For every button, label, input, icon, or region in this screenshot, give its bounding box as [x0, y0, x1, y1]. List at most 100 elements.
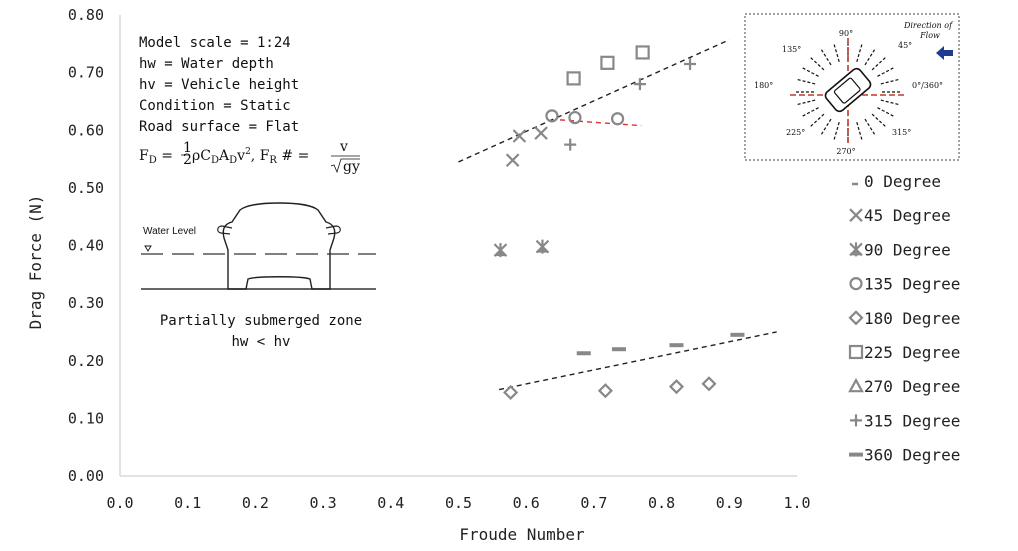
inset-caption-1: Partially submerged zone — [160, 313, 362, 329]
compass-ray — [833, 122, 840, 141]
compass-label-90: 90° — [839, 29, 853, 38]
formula-sq: 2 — [245, 147, 251, 157]
marker-315-degree — [633, 78, 646, 91]
compass-ray — [877, 107, 896, 118]
marker-225-degree — [635, 45, 650, 60]
compass-ray — [871, 56, 887, 71]
marker-180-degree — [503, 384, 519, 400]
sqrt-icon — [330, 158, 360, 174]
data-markers — [493, 45, 745, 400]
compass-ray — [795, 78, 816, 85]
compass-ray — [833, 43, 840, 62]
car-top-view-icon — [824, 67, 872, 113]
formula-half-den: 2 — [183, 152, 192, 168]
marker-315-degree — [564, 138, 577, 151]
compass-ray — [809, 56, 825, 71]
note-line-4: Condition = Static — [139, 98, 291, 114]
car-outline-icon — [222, 202, 336, 290]
car-inset: Water Level Partially submerged zone hw … — [125, 190, 377, 350]
legend-item-225-degree: 225 Degree — [848, 343, 960, 362]
car-top-roof — [833, 77, 861, 104]
x-tick-label: 0.3 — [310, 494, 337, 512]
marker-180-degree — [597, 383, 613, 399]
marker-90-degree — [535, 239, 550, 254]
note-line-5: Road surface = Flat — [139, 119, 299, 135]
y-tick-label: 0.10 — [68, 409, 104, 427]
trendline-1 — [458, 39, 730, 163]
compass-ray — [795, 99, 816, 106]
y-tick-labels: 0.00 0.10 0.20 0.30 0.40 0.50 0.60 0.70 0.80 — [68, 6, 104, 485]
legend-marker-icon — [849, 277, 863, 291]
car-mirror-right-icon — [325, 225, 341, 235]
flow-direction-inset: Direction of Flow 90° 45° 135° 180° 0°/3… — [744, 13, 960, 161]
compass-ray — [880, 99, 901, 106]
formula-ad-sub: D — [229, 155, 237, 166]
compass-ray — [800, 66, 819, 77]
trendline-3 — [498, 331, 777, 391]
x-tick-label: 0.7 — [580, 494, 607, 512]
legend-marker-icon — [848, 377, 864, 393]
car-inset-frame — [125, 190, 377, 350]
marker-45-degree — [512, 129, 527, 143]
compass-ray — [871, 113, 887, 128]
flow-arrow-icon — [936, 46, 953, 60]
compass-label-180: 180° — [754, 81, 773, 90]
y-tick-label: 0.60 — [68, 121, 104, 139]
compass-rays — [794, 42, 902, 142]
y-tick-label: 0.80 — [68, 6, 104, 24]
trendline-2 — [560, 119, 642, 127]
legend-item-45-degree: 45 Degree — [849, 206, 951, 225]
x-tick-label: 0.5 — [445, 494, 472, 512]
legend-item-270-degree: 270 Degree — [848, 377, 960, 396]
compass-ray — [820, 48, 832, 66]
y-tick-label: 0.30 — [68, 294, 104, 312]
legend-marker-icon — [849, 242, 863, 257]
formula-fd: F — [139, 148, 149, 164]
legend-label: 135 Degree — [864, 275, 960, 294]
formula-fr-hash: # = — [277, 148, 309, 164]
car-top-body — [824, 67, 872, 113]
legend-label: 180 Degree — [864, 309, 960, 328]
formula-v: v — [236, 148, 245, 164]
marker-135-degree — [568, 110, 582, 125]
legend-marker-icon — [849, 208, 863, 222]
marker-45-degree — [505, 153, 520, 167]
legend-item-360-degree: 360 Degree — [849, 446, 960, 465]
marker-180-degree — [701, 376, 717, 392]
note-line-1: Model scale = 1:24 — [139, 35, 291, 51]
y-tick-label: 0.50 — [68, 179, 104, 197]
marker-90-degree — [493, 243, 508, 258]
compass-ray — [856, 122, 863, 141]
legend-item-180-degree: 180 Degree — [848, 309, 960, 328]
drag-formula: FD = 1 2 ρCDADv2, FR # = v gy — [139, 139, 360, 175]
note-line-3: hv = Vehicle height — [139, 77, 299, 93]
flow-title-2: Flow — [919, 31, 940, 40]
x-axis-title: Froude Number — [459, 525, 585, 544]
legend-item-90-degree: 90 Degree — [849, 240, 951, 259]
legend-label: 270 Degree — [864, 377, 960, 396]
legend-item-315-degree: 315 Degree — [850, 411, 960, 430]
compass-label-0-360: 0°/360° — [912, 81, 943, 90]
formula-half-num: 1 — [183, 140, 192, 156]
marker-180-degree — [668, 379, 685, 395]
legend-label: 315 Degree — [864, 411, 960, 430]
formula-frac-den: gy — [343, 159, 360, 175]
legend-label: 0 Degree — [864, 172, 941, 191]
legend-label: 45 Degree — [864, 206, 951, 225]
x-tick-label: 0.9 — [716, 494, 743, 512]
water-level-marker-icon — [144, 245, 152, 252]
marker-135-degree — [545, 109, 559, 123]
water-level-label: Water Level — [143, 226, 196, 237]
svg-text:ρCDADv2, FR # =: ρCDADv2, FR # = — [192, 147, 309, 166]
formula-fr: , F — [251, 148, 270, 164]
x-tick-label: 1.0 — [783, 494, 810, 512]
compass-ray — [856, 43, 863, 62]
x-tick-label: 0.0 — [106, 494, 133, 512]
formula-fd-sub: D — [149, 155, 157, 166]
inset-caption-2: hw < hv — [231, 334, 290, 350]
legend-marker-icon — [848, 344, 864, 360]
x-tick-label: 0.1 — [174, 494, 201, 512]
compass-label-225: 225° — [786, 128, 805, 137]
formula-a: A — [218, 148, 230, 164]
y-tick-label: 0.70 — [68, 64, 104, 82]
